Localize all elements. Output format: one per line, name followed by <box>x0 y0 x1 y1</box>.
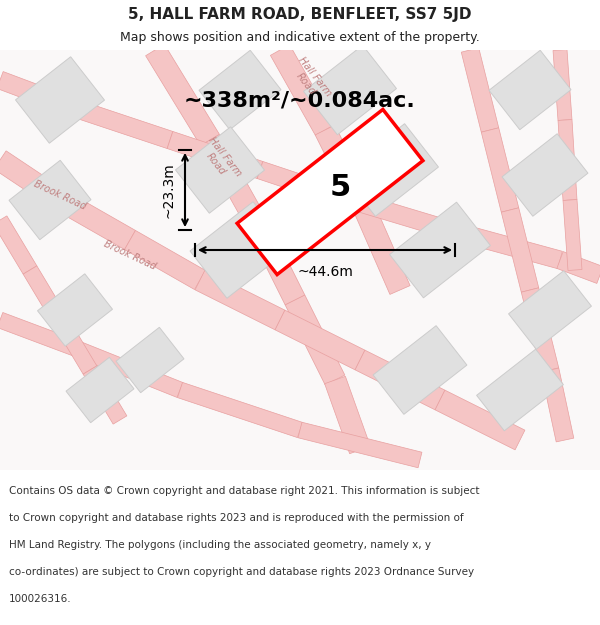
Text: HM Land Registry. The polygons (including the associated geometry, namely x, y: HM Land Registry. The polygons (includin… <box>9 540 431 550</box>
Polygon shape <box>9 160 91 240</box>
Text: Hall Farm
Road: Hall Farm Road <box>287 55 333 105</box>
Polygon shape <box>237 109 423 274</box>
Polygon shape <box>175 127 265 213</box>
Polygon shape <box>461 48 499 132</box>
Text: to Crown copyright and database rights 2023 and is reproduced with the permissio: to Crown copyright and database rights 2… <box>9 512 464 522</box>
Polygon shape <box>373 326 467 414</box>
Polygon shape <box>167 131 263 179</box>
Polygon shape <box>125 231 205 289</box>
Text: Hall Farm
Road: Hall Farm Road <box>197 135 243 185</box>
Text: Brook Road: Brook Road <box>102 239 158 271</box>
Polygon shape <box>435 390 525 450</box>
Polygon shape <box>23 266 67 324</box>
Text: 5, HALL FARM ROAD, BENFLEET, SS7 5JD: 5, HALL FARM ROAD, BENFLEET, SS7 5JD <box>128 6 472 21</box>
Polygon shape <box>178 382 302 438</box>
Polygon shape <box>16 57 104 143</box>
Polygon shape <box>355 206 410 294</box>
Polygon shape <box>53 316 97 374</box>
Polygon shape <box>199 50 281 130</box>
Polygon shape <box>563 199 582 271</box>
Polygon shape <box>315 125 375 215</box>
Text: 100026316.: 100026316. <box>9 594 71 604</box>
Polygon shape <box>481 128 519 212</box>
Polygon shape <box>55 191 136 249</box>
Polygon shape <box>389 202 490 298</box>
Polygon shape <box>245 215 305 305</box>
Polygon shape <box>0 312 83 358</box>
Polygon shape <box>489 50 571 130</box>
Polygon shape <box>146 44 220 146</box>
Polygon shape <box>0 151 66 209</box>
Text: ~23.3m: ~23.3m <box>161 162 175 218</box>
Polygon shape <box>553 49 572 121</box>
Polygon shape <box>257 161 353 209</box>
Polygon shape <box>541 368 574 442</box>
Polygon shape <box>476 349 563 431</box>
Text: Brook Road: Brook Road <box>32 179 88 211</box>
Polygon shape <box>521 288 559 372</box>
Text: Map shows position and indicative extent of the property.: Map shows position and indicative extent… <box>120 31 480 44</box>
Polygon shape <box>347 191 452 239</box>
Polygon shape <box>304 45 397 135</box>
Polygon shape <box>557 252 600 283</box>
Polygon shape <box>190 202 290 298</box>
Polygon shape <box>285 295 345 385</box>
Polygon shape <box>298 422 422 468</box>
Polygon shape <box>355 350 445 410</box>
Polygon shape <box>271 44 335 136</box>
Polygon shape <box>77 342 183 398</box>
Polygon shape <box>325 376 370 454</box>
Text: 5: 5 <box>329 173 350 201</box>
Polygon shape <box>66 357 134 422</box>
Polygon shape <box>116 328 184 392</box>
Polygon shape <box>0 216 37 274</box>
Text: ~338m²/~0.084ac.: ~338m²/~0.084ac. <box>184 90 416 110</box>
Polygon shape <box>0 72 83 118</box>
Polygon shape <box>195 270 285 330</box>
Text: ~44.6m: ~44.6m <box>297 265 353 279</box>
Polygon shape <box>502 134 588 216</box>
Polygon shape <box>83 366 127 424</box>
Text: co-ordinates) are subject to Crown copyright and database rights 2023 Ordnance S: co-ordinates) are subject to Crown copyr… <box>9 567 474 577</box>
Polygon shape <box>558 119 577 201</box>
Polygon shape <box>200 134 265 226</box>
Polygon shape <box>275 310 365 370</box>
Polygon shape <box>77 101 173 149</box>
Polygon shape <box>509 271 592 349</box>
Polygon shape <box>341 124 439 216</box>
Polygon shape <box>448 221 562 269</box>
Text: Contains OS data © Crown copyright and database right 2021. This information is : Contains OS data © Crown copyright and d… <box>9 486 479 496</box>
Polygon shape <box>38 274 112 346</box>
Polygon shape <box>501 208 539 292</box>
